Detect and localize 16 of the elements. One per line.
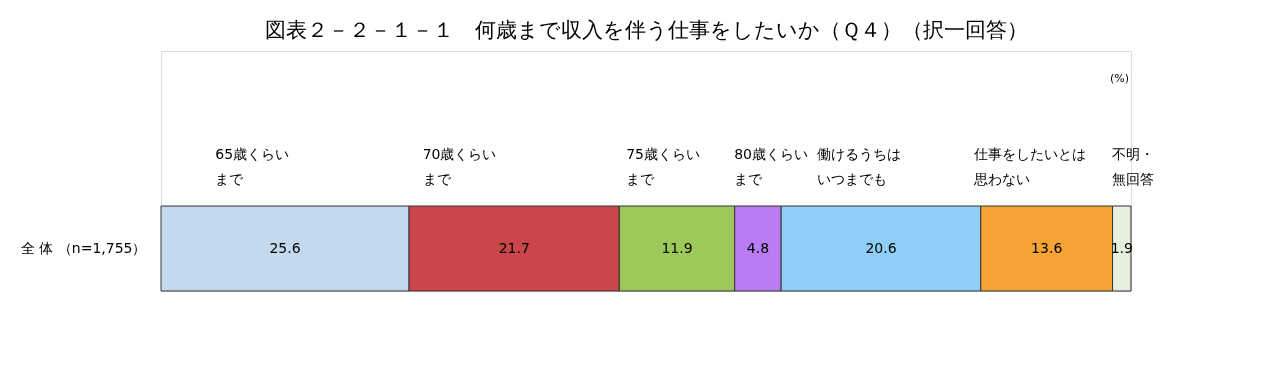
series-label: 65歳くらいまで [215, 146, 290, 187]
data-label: 21.7 [498, 239, 530, 256]
data-label: 25.6 [269, 239, 301, 256]
series-label: 仕事をしたいとは思わない [972, 146, 1086, 187]
text: (%) [1109, 72, 1129, 85]
series-label: 70歳くらいまで [422, 146, 497, 187]
series-label: 75歳くらいまで [626, 146, 700, 187]
series-label: 80歳くらいまで [734, 146, 809, 187]
chart-title: 図表２－２－１－１ 何歳まで収入を伴う仕事をしたいか（Ｑ４）（択一回答） [264, 18, 1028, 42]
data-label: 13.6 [1031, 239, 1063, 256]
y-tick-label: 全 体 （n=1,755） [20, 239, 147, 256]
series-label: 不明・無回答 [1111, 146, 1154, 187]
data-label: 11.9 [661, 239, 693, 256]
data-label: 4.8 [746, 239, 770, 256]
data-label: 20.6 [865, 239, 897, 256]
series-label: 働けるうちはいつまでも [816, 146, 901, 187]
